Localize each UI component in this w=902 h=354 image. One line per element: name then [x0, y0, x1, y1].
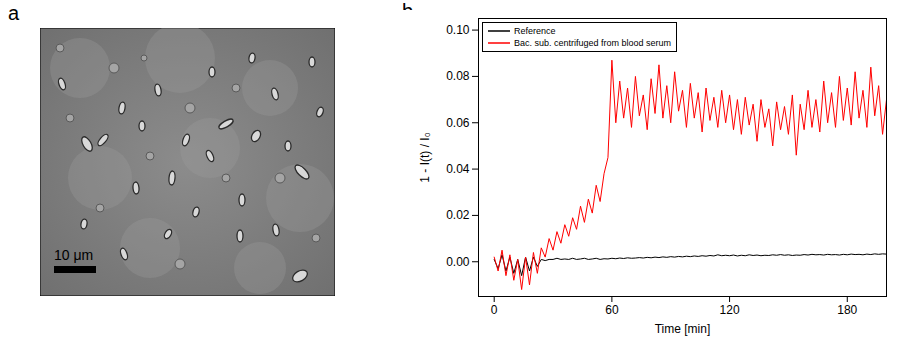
html-text:Bac. sub. centrifuged from blo: Bac. sub. centrifuged from blood serum: [514, 38, 672, 48]
svg-text:120: 120: [720, 303, 740, 317]
svg-text:0.10: 0.10: [446, 23, 470, 37]
svg-text:0.00: 0.00: [446, 255, 470, 269]
svg-text:0: 0: [491, 303, 498, 317]
svg-text:0.04: 0.04: [446, 162, 470, 176]
html-text:b: b: [402, 0, 414, 22]
svg-text:1 - I(t) / I₀: 1 - I(t) / I₀: [418, 132, 432, 182]
svg-text:0.02: 0.02: [446, 208, 470, 222]
html-text:Reference: Reference: [514, 26, 556, 36]
svg-text:10 μm: 10 μm: [54, 247, 93, 263]
svg-text:Time [min]: Time [min]: [655, 322, 711, 336]
svg-text:180: 180: [837, 303, 857, 317]
svg-text:0.06: 0.06: [446, 116, 470, 130]
svg-text:0.08: 0.08: [446, 69, 470, 83]
html-text:a: a: [8, 2, 20, 24]
svg-text:60: 60: [605, 303, 619, 317]
